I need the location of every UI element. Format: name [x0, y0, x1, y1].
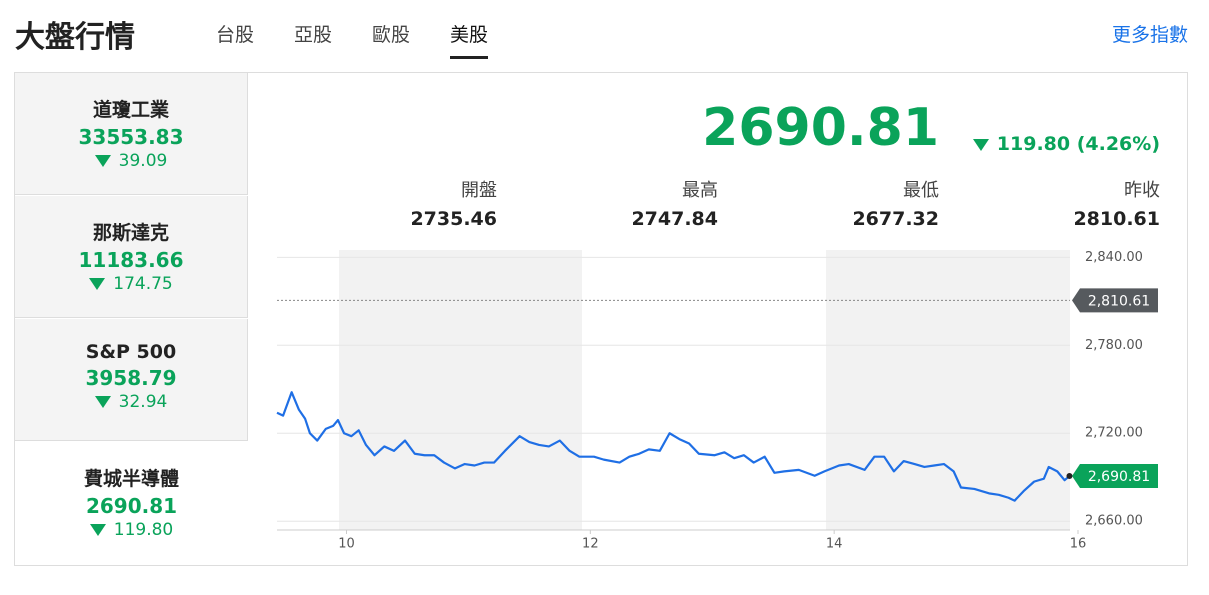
session-band	[339, 250, 582, 530]
y-tick-label: 2,780.00	[1085, 338, 1143, 353]
tab[interactable]: 台股	[216, 24, 255, 46]
y-tick-label: 2,720.00	[1085, 426, 1143, 441]
main-value: 2690.81	[702, 98, 939, 158]
price-line	[276, 391, 1071, 502]
index-change: 174.75	[15, 274, 247, 294]
reference-label: 2,810.61	[1088, 293, 1150, 309]
x-tick-label: 12	[582, 537, 599, 552]
tab[interactable]: 歐股	[372, 24, 411, 46]
title: 大盤行情	[15, 20, 135, 55]
tab-active[interactable]: 美股	[450, 20, 489, 59]
index-item[interactable]: 費城半導體 2690.81 119.80	[15, 442, 248, 564]
index-name: 費城半導體	[83, 468, 179, 490]
current-tag	[1072, 464, 1158, 489]
stat-label: 開盤	[461, 180, 497, 201]
panel	[14, 72, 1188, 566]
stat: 昨收 2810.61	[960, 176, 1160, 230]
stat-value: 2810.61	[1073, 208, 1160, 230]
index-value: 2690.81	[85, 494, 178, 518]
stat-label: 最低	[903, 180, 939, 201]
more-link[interactable]: 更多指數	[1111, 24, 1188, 46]
change-text: 119.80 (4.26%)	[996, 133, 1160, 155]
tab[interactable]: 亞股	[294, 24, 333, 46]
stat-value: 2677.32	[852, 208, 939, 230]
down-icon	[972, 138, 989, 151]
stat: 開盤 2735.46	[297, 176, 497, 230]
stat-label: 最高	[682, 180, 718, 201]
index-item[interactable]: S&P 500 3958.79 32.94	[15, 319, 248, 441]
main-change: 119.80 (4.26%)	[972, 133, 1160, 155]
stat: 最低 2677.32	[739, 176, 939, 230]
x-tick-label: 10	[338, 537, 355, 552]
change-text: 39.09	[118, 151, 168, 171]
index-change: 32.94	[15, 392, 247, 412]
index-item[interactable]: 那斯達克 11183.66 174.75	[15, 196, 248, 318]
change-text: 32.94	[118, 392, 168, 412]
index-change: 119.80	[15, 520, 248, 540]
session-band	[826, 250, 1070, 530]
change-text: 119.80	[113, 520, 174, 540]
x-tick-label: 16	[1070, 537, 1087, 552]
stat-value: 2735.46	[410, 208, 497, 230]
down-icon	[89, 524, 106, 536]
change-text: 174.75	[113, 274, 173, 294]
down-icon	[94, 155, 111, 167]
index-value: 11183.66	[78, 248, 184, 272]
y-tick-label: 2,660.00	[1085, 514, 1143, 529]
index-name: S&P 500	[85, 341, 177, 363]
index-value: 33553.83	[78, 125, 184, 149]
index-change: 39.09	[15, 151, 247, 171]
stat-label: 昨收	[1124, 180, 1160, 201]
x-tick-label: 14	[826, 537, 843, 552]
y-tick-label: 2,840.00	[1085, 250, 1143, 265]
last-point	[1066, 473, 1073, 480]
reference-tag	[1072, 288, 1158, 313]
current-label: 2,690.81	[1088, 469, 1150, 485]
index-value: 3958.79	[85, 366, 177, 390]
stat-value: 2747.84	[631, 208, 718, 230]
down-icon	[89, 278, 106, 290]
down-icon	[94, 396, 111, 408]
index-name: 那斯達克	[92, 222, 169, 244]
index-name: 道瓊工業	[92, 99, 169, 121]
stat: 最高 2747.84	[518, 176, 718, 230]
index-item[interactable]: 道瓊工業 33553.83 39.09	[15, 73, 248, 195]
